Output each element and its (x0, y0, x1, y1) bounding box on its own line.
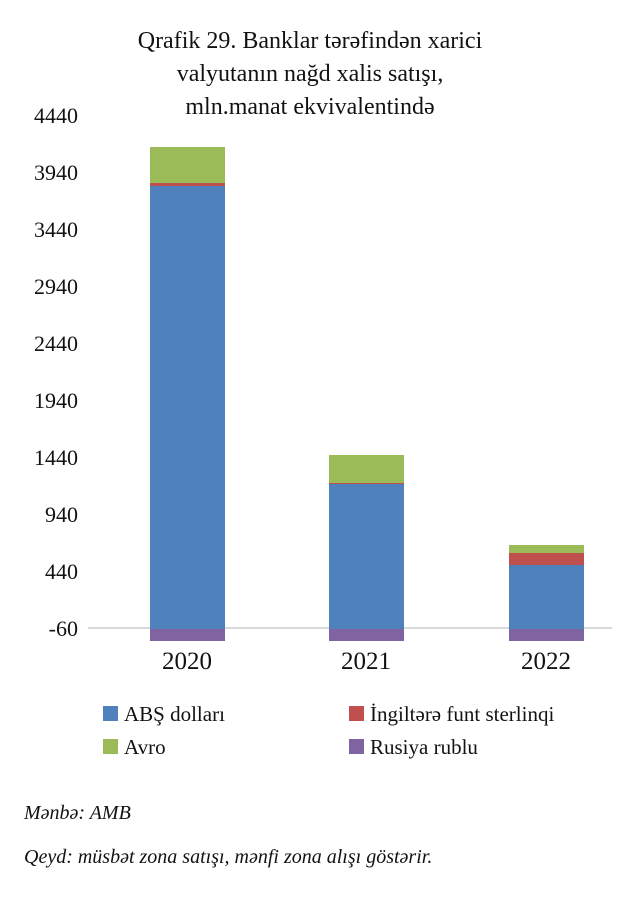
bar-segment-2020-avro (149, 147, 225, 184)
chart-title-line-1: Qrafik 29. Banklar tərəfindən xarici (137, 28, 483, 54)
legend-label: Rusiya rublu (370, 735, 478, 759)
legend-item-i-ngiltərə-funt-sterlinqi: İngiltərə funt sterlinqi (349, 703, 554, 725)
chart-title: Qrafik 29. Banklar tərəfindən xarici val… (0, 25, 620, 124)
chart-title-line-2: valyutanın nağd xalis satışı, (176, 61, 444, 87)
chart-title-line-3: mln.manat ekvivalentində (185, 94, 435, 120)
y-tick-label: 1940 (34, 388, 78, 413)
bar-segment-2021-avro (328, 454, 404, 483)
bar-segment-2020-i-ngiltərə-funt-sterlinqi (149, 183, 225, 187)
y-tick-label: 3940 (34, 160, 78, 185)
legend-swatch-icon (103, 706, 118, 721)
x-tick-label-2020: 2020 (162, 648, 212, 675)
y-tick-label: 940 (45, 502, 78, 527)
x-tick-label-2022: 2022 (521, 648, 571, 675)
bar-segment-2021-rusiya-rublu (328, 629, 404, 641)
legend-swatch-icon (103, 739, 118, 754)
bar-segment-2022-avro (508, 545, 584, 554)
legend-item-abş-dolları: ABŞ dolları (103, 703, 225, 725)
bar-segment-2021-i-ngiltərə-funt-sterlinqi (328, 482, 404, 484)
bar-segment-2022-i-ngiltərə-funt-sterlinqi (508, 553, 584, 566)
y-tick-label: -60 (48, 616, 78, 641)
y-tick-label: 2440 (34, 331, 78, 356)
source-note: Mənbə: AMB (24, 802, 131, 824)
y-tick-label: 2940 (34, 274, 78, 299)
legend-swatch-icon (349, 706, 364, 721)
y-tick-label: 440 (45, 559, 78, 584)
legend-item-avro: Avro (103, 736, 166, 758)
bar-segment-2022-abş-dolları (508, 565, 584, 629)
legend-label: İngiltərə funt sterlinqi (370, 702, 555, 726)
y-tick-label: 4440 (34, 103, 78, 128)
legend-swatch-icon (349, 739, 364, 754)
legend-label: ABŞ dolları (124, 702, 225, 726)
legend-label: Avro (124, 735, 166, 759)
explanatory-note: Qeyd: müsbət zona satışı, mənfi zona alı… (24, 846, 433, 868)
legend-item-rusiya-rublu: Rusiya rublu (349, 736, 478, 758)
x-tick-label-2021: 2021 (341, 648, 391, 675)
bar-segment-2020-abş-dolları (149, 186, 225, 629)
bar-segment-2021-abş-dolları (328, 483, 404, 629)
bar-segment-2022-rusiya-rublu (508, 629, 584, 641)
bar-segment-2020-rusiya-rublu (149, 629, 225, 641)
y-tick-label: 1440 (34, 445, 78, 470)
y-tick-label: 3440 (34, 217, 78, 242)
